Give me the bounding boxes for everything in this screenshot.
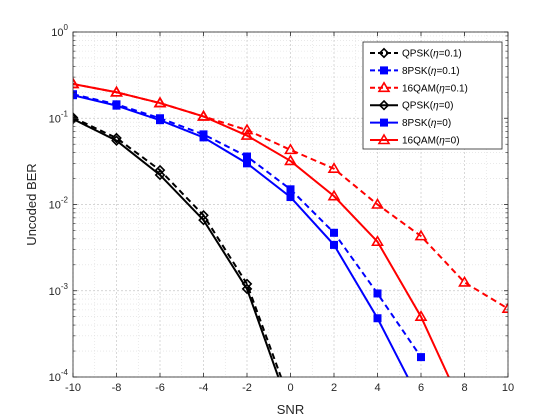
data-point-marker	[112, 101, 121, 110]
legend-entry: QPSK(η=0.1)	[370, 47, 462, 60]
data-point-marker	[73, 113, 79, 125]
x-tick-label: 6	[418, 382, 424, 394]
legend-marker	[379, 66, 388, 75]
data-point-marker	[73, 112, 79, 123]
data-point-marker	[286, 193, 295, 202]
series-5	[73, 77, 450, 377]
series-line	[73, 116, 283, 377]
series-line	[73, 82, 450, 377]
data-point-marker	[153, 96, 167, 108]
legend-label: 8PSK(η=0.1)	[402, 66, 460, 77]
legend-label: 16QAM(η=0)	[402, 136, 460, 147]
legend-marker	[377, 81, 391, 93]
x-tick-label: 10	[502, 382, 514, 394]
data-point-marker	[243, 159, 252, 168]
data-point-marker	[458, 275, 471, 287]
series-layer	[73, 77, 508, 377]
data-point-marker	[198, 214, 209, 226]
legend-entry: 16QAM(η=0.1)	[370, 81, 468, 94]
x-tick-label: -2	[242, 382, 252, 394]
legend: QPSK(η=0.1) 8PSK(η=0.1) 16QAM(η=0.1) QPSK(η…	[362, 41, 503, 150]
data-point-marker	[197, 109, 210, 121]
data-point-marker	[373, 289, 382, 298]
data-point-marker	[284, 143, 297, 155]
data-point-marker	[199, 133, 208, 142]
x-tick-label: -8	[112, 382, 122, 394]
series-4	[73, 91, 409, 377]
data-point-marker	[154, 169, 166, 181]
data-point-marker	[371, 235, 384, 247]
data-point-marker	[73, 77, 80, 89]
legend-label: 16QAM(η=0.1)	[402, 83, 468, 94]
legend-marker	[379, 118, 388, 127]
series-line	[73, 118, 280, 377]
x-tick-label: -10	[65, 382, 81, 394]
data-point-marker	[414, 229, 428, 241]
y-tick-label: 100	[51, 23, 68, 39]
x-tick-label: 8	[461, 382, 467, 394]
data-point-marker	[414, 310, 428, 322]
data-point-marker	[110, 85, 123, 97]
data-point-marker	[156, 116, 165, 125]
y-tick-labels: 10-4 10-3 10-2 10-1 100	[49, 23, 69, 384]
data-point-marker	[501, 302, 508, 313]
data-point-marker	[327, 162, 341, 174]
legend-entry: QPSK(η=0)	[370, 99, 453, 112]
legend-marker	[378, 47, 390, 59]
x-tick-label: -6	[155, 382, 165, 394]
data-point-marker	[329, 240, 338, 249]
data-point-marker	[243, 152, 252, 161]
data-point-marker	[284, 154, 297, 166]
y-axis-label: Uncoded BER	[24, 163, 39, 245]
data-point-marker	[416, 353, 425, 362]
data-point-marker	[240, 123, 254, 135]
x-tick-label: 0	[287, 382, 293, 394]
x-axis-label: SNR	[277, 402, 304, 417]
x-tick-label: 4	[374, 382, 380, 394]
y-tick-label: 10-3	[49, 282, 69, 298]
data-point-marker	[111, 135, 122, 146]
y-tick-label: 10-4	[49, 368, 69, 384]
legend-marker	[377, 133, 391, 145]
y-tick-label: 10-1	[49, 109, 69, 125]
legend-marker	[378, 99, 390, 111]
data-point-marker	[373, 314, 382, 323]
series-3	[73, 113, 280, 377]
data-point-marker	[241, 283, 253, 295]
x-tick-label: -4	[199, 382, 209, 394]
y-tick-label: 10-2	[49, 196, 69, 212]
legend-label: QPSK(η=0.1)	[402, 49, 462, 60]
legend-entry: 8PSK(η=0)	[370, 118, 451, 129]
legend-label: QPSK(η=0)	[402, 101, 453, 112]
data-point-marker	[240, 128, 254, 140]
data-point-marker	[327, 189, 341, 201]
data-point-marker	[286, 185, 295, 194]
legend-entry: 16QAM(η=0)	[370, 133, 460, 147]
legend-label: 8PSK(η=0)	[402, 118, 451, 129]
axis-ticks	[72, 31, 509, 378]
x-tick-labels: -10 -8 -6 -4 -2 0 2 4 6 8 10	[65, 382, 514, 394]
data-point-marker	[329, 228, 338, 237]
legend-box	[362, 41, 503, 150]
data-point-marker	[111, 132, 122, 144]
data-point-marker	[371, 197, 384, 209]
x-tick-label: 2	[331, 382, 337, 394]
legend-entry: 8PSK(η=0.1)	[370, 66, 460, 77]
